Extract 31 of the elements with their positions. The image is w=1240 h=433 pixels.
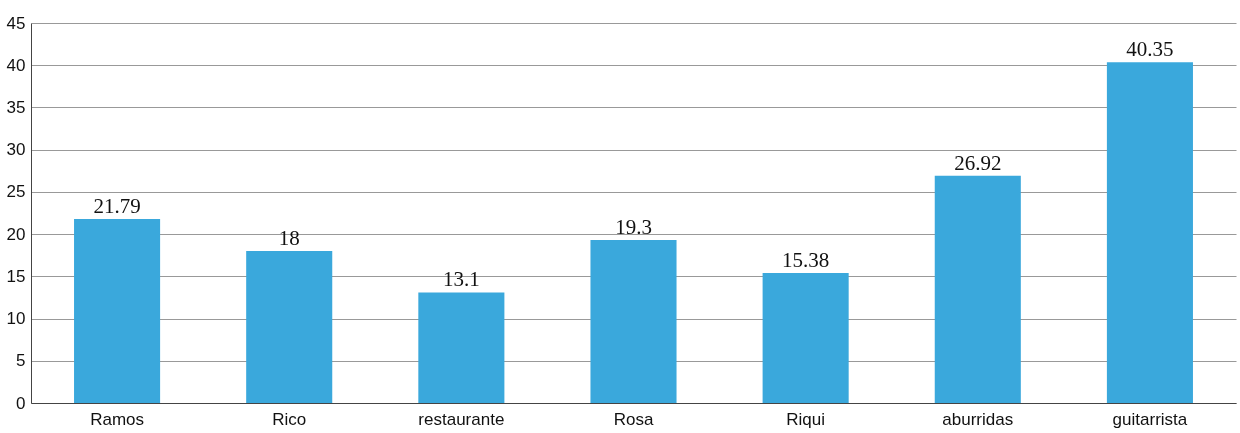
y-tick-label: 30 [6,140,26,160]
x-tick-label: aburridas [942,409,1014,429]
data-label: 26.92 [954,150,1002,175]
y-tick-label: 10 [6,309,26,329]
bar [74,219,161,403]
bar [762,273,849,403]
x-tick-label: Riqui [786,409,826,429]
bar [418,292,505,403]
y-tick-label: 40 [6,55,26,75]
y-tick-label: 45 [6,13,26,33]
y-tick-label: 35 [6,97,26,117]
y-tick-label: 0 [16,393,26,413]
x-tick-label: Rosa [613,409,654,429]
x-tick-label: Ramos [90,409,144,429]
bar [934,175,1021,403]
y-tick-label: 15 [6,266,26,286]
data-label: 21.79 [93,194,141,218]
data-label: 15.38 [782,248,830,273]
data-label: 19.3 [615,215,652,240]
bar [246,251,333,403]
y-tick-label: 25 [6,182,26,202]
y-tick-label: 20 [6,224,26,244]
bar [590,240,677,403]
bar [1106,62,1193,403]
x-tick-label: restaurante [418,409,505,429]
x-tick-label: guitarrista [1112,409,1188,429]
y-tick-label: 5 [16,351,26,371]
data-label: 40.35 [1126,37,1174,62]
x-tick-label: Rico [272,409,307,429]
data-label: 18 [278,226,300,250]
data-label: 13.1 [442,267,480,292]
